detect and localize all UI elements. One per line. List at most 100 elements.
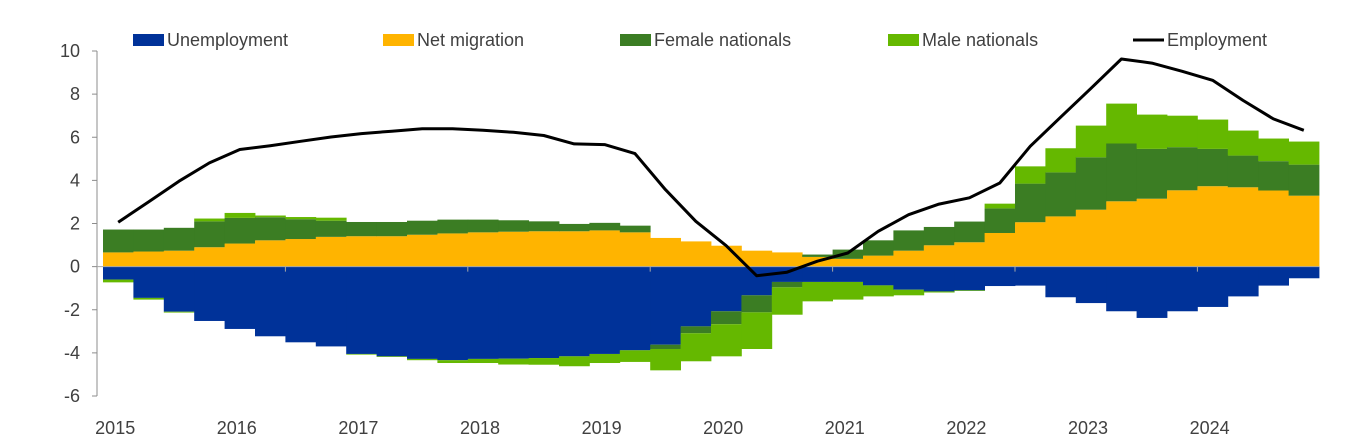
legend-swatch-unemployment — [133, 34, 164, 46]
bar-unemployment-2022Q1 — [954, 266, 985, 291]
x-tick-label: 2019 — [582, 418, 622, 438]
bar-net-migration-2024Q3 — [1258, 190, 1289, 267]
bar-female-nationals-2018Q1 — [467, 219, 499, 233]
bar-male-nationals-2020Q3 — [771, 287, 803, 315]
bar-net-migration-2015Q1 — [103, 252, 134, 267]
bar-unemployment-2021Q3 — [893, 266, 925, 290]
legend-label-female-nationals: Female nationals — [654, 30, 791, 50]
bar-net-migration-2021Q1 — [832, 258, 864, 267]
bar-net-migration-2017Q1 — [346, 236, 377, 267]
bar-net-migration-2016Q4 — [315, 236, 347, 267]
legend-label-male-nationals: Male nationals — [922, 30, 1038, 50]
bar-male-nationals-2016Q2 — [255, 215, 286, 218]
bar-unemployment-2020Q4 — [802, 266, 833, 282]
employment-line — [117, 57, 1305, 278]
bar-unemployment-2021Q2 — [863, 266, 894, 286]
bar-net-migration-2022Q3 — [1015, 222, 1046, 267]
bar-male-nationals-2019Q1 — [589, 353, 621, 364]
bar-unemployment-2024Q4 — [1288, 266, 1320, 279]
bar-male-nationals-2015Q3 — [163, 311, 195, 313]
bar-female-nationals-2024Q2 — [1227, 155, 1259, 188]
bar-female-nationals-2017Q3 — [407, 220, 438, 235]
bar-unemployment-2016Q1 — [224, 266, 256, 329]
bar-male-nationals-2021Q1 — [832, 281, 864, 300]
x-tick-label: 2022 — [946, 418, 986, 438]
bar-male-nationals-2022Q2 — [984, 203, 1016, 209]
bar-female-nationals-2024Q1 — [1197, 148, 1229, 187]
bar-male-nationals-2024Q3 — [1258, 138, 1289, 162]
bar-male-nationals-2016Q1 — [224, 212, 256, 218]
bar-male-nationals-2017Q1 — [346, 353, 377, 355]
y-tick-label: 2 — [70, 214, 80, 234]
bar-unemployment-2017Q4 — [437, 266, 469, 361]
bar-female-nationals-2015Q1 — [103, 229, 134, 253]
legend-label-net-migration: Net migration — [417, 30, 524, 50]
bar-net-migration-2018Q1 — [467, 232, 499, 267]
bar-male-nationals-2015Q4 — [194, 218, 225, 222]
bar-net-migration-2019Q1 — [589, 230, 621, 267]
bar-unemployment-2018Q2 — [498, 266, 529, 359]
bar-male-nationals-2022Q1 — [954, 290, 985, 291]
bar-female-nationals-2021Q2 — [863, 240, 894, 256]
legend-swatch-female-nationals — [620, 34, 651, 46]
bar-unemployment-2023Q3 — [1136, 266, 1168, 318]
bar-male-nationals-2020Q2 — [741, 312, 773, 349]
bar-female-nationals-2023Q1 — [1075, 157, 1107, 210]
bar-female-nationals-2019Q4 — [680, 326, 712, 334]
bar-male-nationals-2022Q4 — [1045, 148, 1077, 173]
bar-unemployment-2016Q3 — [285, 266, 317, 343]
bar-female-nationals-2018Q2 — [498, 220, 529, 232]
legend-label-employment: Employment — [1167, 30, 1267, 50]
y-tick-label: 8 — [70, 84, 80, 104]
bar-unemployment-2019Q3 — [650, 266, 681, 345]
bar-unemployment-2017Q1 — [346, 266, 377, 354]
bar-female-nationals-2017Q1 — [346, 221, 377, 237]
bar-net-migration-2021Q3 — [893, 250, 925, 267]
x-tick-label: 2016 — [217, 418, 257, 438]
bar-male-nationals-2018Q2 — [498, 358, 529, 365]
bar-net-migration-2023Q3 — [1136, 198, 1168, 267]
bar-female-nationals-2019Q2 — [619, 225, 651, 233]
bar-unemployment-2023Q1 — [1075, 266, 1107, 304]
bar-unemployment-2016Q2 — [255, 266, 286, 337]
bar-unemployment-2019Q2 — [619, 266, 651, 351]
bar-net-migration-2022Q1 — [954, 242, 985, 267]
bar-female-nationals-2017Q4 — [437, 219, 469, 234]
bar-unemployment-2023Q4 — [1167, 266, 1198, 312]
bar-female-nationals-2023Q3 — [1136, 148, 1168, 199]
bar-male-nationals-2016Q3 — [285, 217, 317, 220]
bars-layer — [103, 103, 1320, 371]
bar-unemployment-2015Q3 — [163, 266, 195, 312]
x-tick-label: 2015 — [95, 418, 135, 438]
bar-male-nationals-2021Q3 — [893, 289, 925, 296]
bar-net-migration-2023Q1 — [1075, 209, 1107, 267]
legend-swatch-male-nationals — [888, 34, 919, 46]
bar-net-migration-2024Q2 — [1227, 187, 1259, 267]
bar-male-nationals-2019Q2 — [619, 350, 651, 362]
bar-net-migration-2021Q4 — [923, 245, 955, 267]
x-tick-label: 2023 — [1068, 418, 1108, 438]
y-tick-label: -4 — [64, 343, 80, 363]
bar-unemployment-2015Q2 — [133, 266, 165, 298]
bar-female-nationals-2016Q4 — [315, 220, 347, 237]
bar-female-nationals-2022Q2 — [984, 208, 1016, 233]
bar-female-nationals-2020Q2 — [741, 295, 773, 313]
bar-female-nationals-2024Q4 — [1288, 164, 1320, 196]
bar-unemployment-2018Q4 — [559, 266, 590, 357]
legend-swatch-net-migration — [383, 34, 414, 46]
bar-female-nationals-2015Q3 — [163, 227, 195, 251]
bar-net-migration-2018Q3 — [528, 231, 560, 267]
bar-net-migration-2020Q2 — [741, 250, 773, 267]
bar-male-nationals-2023Q3 — [1136, 114, 1168, 149]
legend: Unemployment Net migration Female national… — [133, 30, 1267, 50]
bar-net-migration-2024Q4 — [1288, 195, 1320, 267]
bar-unemployment-2021Q1 — [832, 266, 864, 282]
bar-female-nationals-2015Q2 — [133, 229, 165, 252]
bar-female-nationals-2019Q3 — [650, 344, 681, 349]
bar-unemployment-2015Q4 — [194, 266, 225, 321]
bar-female-nationals-2021Q4 — [923, 226, 955, 246]
bar-male-nationals-2021Q2 — [863, 285, 894, 297]
bar-male-nationals-2023Q4 — [1167, 115, 1198, 148]
bar-female-nationals-2016Q2 — [255, 217, 286, 241]
